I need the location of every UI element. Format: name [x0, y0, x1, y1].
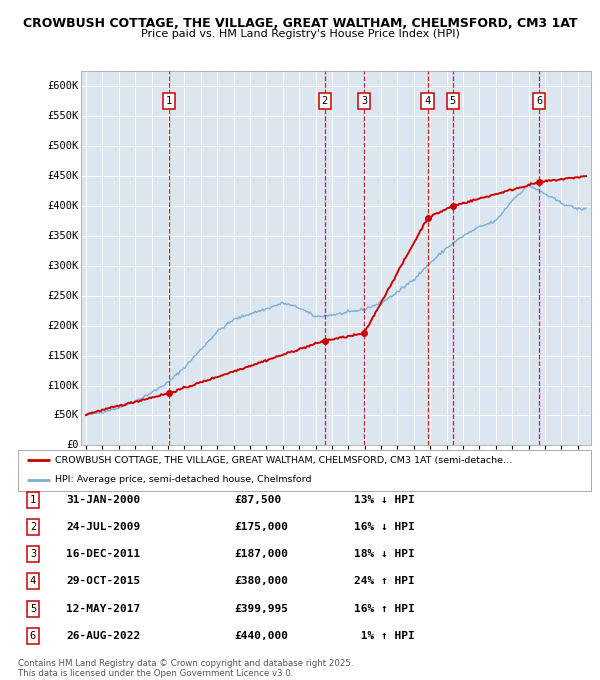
Text: £399,995: £399,995 [234, 604, 288, 613]
Text: 6: 6 [30, 631, 36, 641]
Text: £0: £0 [66, 441, 79, 450]
Text: 2: 2 [30, 522, 36, 532]
Text: £400K: £400K [47, 201, 79, 211]
Text: £175,000: £175,000 [234, 522, 288, 532]
Text: 6: 6 [536, 97, 542, 106]
Text: 26-AUG-2022: 26-AUG-2022 [66, 631, 140, 641]
Text: £500K: £500K [47, 141, 79, 151]
Text: 3: 3 [361, 97, 367, 106]
Text: 13% ↓ HPI: 13% ↓ HPI [354, 495, 415, 505]
Text: CROWBUSH COTTAGE, THE VILLAGE, GREAT WALTHAM, CHELMSFORD, CM3 1AT (semi-detache…: CROWBUSH COTTAGE, THE VILLAGE, GREAT WAL… [55, 456, 513, 465]
Text: 16% ↓ HPI: 16% ↓ HPI [354, 522, 415, 532]
Text: £187,000: £187,000 [234, 549, 288, 559]
Text: 18% ↓ HPI: 18% ↓ HPI [354, 549, 415, 559]
Text: £300K: £300K [47, 261, 79, 271]
Text: 1: 1 [30, 495, 36, 505]
Text: £100K: £100K [47, 381, 79, 390]
Text: 29-OCT-2015: 29-OCT-2015 [66, 577, 140, 586]
Text: £600K: £600K [47, 82, 79, 91]
Text: 3: 3 [30, 549, 36, 559]
Text: 1% ↑ HPI: 1% ↑ HPI [354, 631, 415, 641]
Text: HPI: Average price, semi-detached house, Chelmsford: HPI: Average price, semi-detached house,… [55, 475, 312, 484]
Text: 31-JAN-2000: 31-JAN-2000 [66, 495, 140, 505]
Text: CROWBUSH COTTAGE, THE VILLAGE, GREAT WALTHAM, CHELMSFORD, CM3 1AT: CROWBUSH COTTAGE, THE VILLAGE, GREAT WAL… [23, 17, 577, 30]
Text: £200K: £200K [47, 321, 79, 330]
Text: £50K: £50K [53, 411, 79, 420]
Text: £550K: £550K [47, 112, 79, 121]
Text: 4: 4 [424, 97, 431, 106]
Text: £350K: £350K [47, 231, 79, 241]
Text: 24% ↑ HPI: 24% ↑ HPI [354, 577, 415, 586]
Text: 24-JUL-2009: 24-JUL-2009 [66, 522, 140, 532]
Text: £87,500: £87,500 [234, 495, 281, 505]
Text: £250K: £250K [47, 291, 79, 301]
Text: 5: 5 [30, 604, 36, 613]
Text: 16-DEC-2011: 16-DEC-2011 [66, 549, 140, 559]
Text: 16% ↑ HPI: 16% ↑ HPI [354, 604, 415, 613]
Text: 12-MAY-2017: 12-MAY-2017 [66, 604, 140, 613]
Text: 4: 4 [30, 577, 36, 586]
Text: £440,000: £440,000 [234, 631, 288, 641]
Text: Price paid vs. HM Land Registry's House Price Index (HPI): Price paid vs. HM Land Registry's House … [140, 29, 460, 39]
Text: 5: 5 [449, 97, 456, 106]
Text: £380,000: £380,000 [234, 577, 288, 586]
Text: Contains HM Land Registry data © Crown copyright and database right 2025.
This d: Contains HM Land Registry data © Crown c… [18, 658, 353, 678]
Text: 2: 2 [322, 97, 328, 106]
Text: £150K: £150K [47, 351, 79, 360]
Text: £450K: £450K [47, 171, 79, 181]
Text: 1: 1 [166, 97, 172, 106]
